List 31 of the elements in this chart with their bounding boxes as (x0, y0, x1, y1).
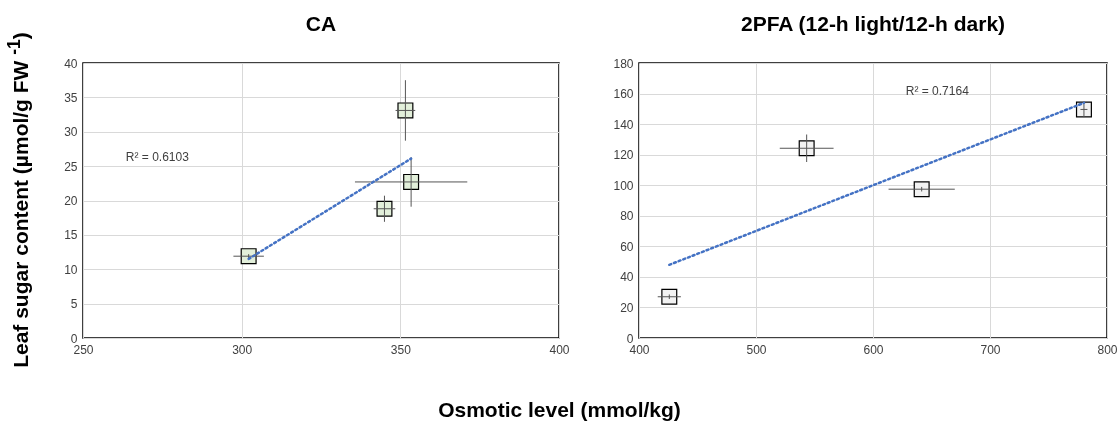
y-tick-label: 180 (613, 56, 634, 71)
x-tick-label: 600 (863, 342, 884, 357)
y-tick-label: 20 (64, 194, 78, 208)
point (661, 288, 678, 305)
y-tick-label: 35 (64, 90, 78, 105)
x-axis-title: Osmotic level (mmol/kg) (437, 398, 682, 422)
x-tick-label: 350 (390, 342, 412, 357)
y-tick-label: 100 (613, 178, 634, 193)
y-tick-label: 5 (70, 297, 78, 312)
y-tick-label: 80 (620, 209, 634, 224)
y-tick-label: 25 (64, 159, 78, 174)
x-tick-label: 400 (549, 342, 570, 357)
x-tick-label: 800 (1097, 342, 1118, 357)
annotation: R² = 0.7164 (905, 83, 970, 98)
y-tick-label: 30 (64, 125, 78, 140)
y-tick-label: 40 (620, 270, 634, 285)
y-tick-label: 60 (620, 239, 634, 254)
chart-title: 2PFA (12-h light/12-h dark) (740, 12, 1006, 35)
y-tick-label: 120 (613, 148, 634, 163)
y-tick-label: 15 (64, 228, 78, 243)
y-tick-label: 10 (64, 262, 78, 277)
y-tick-label: 20 (620, 300, 634, 315)
chart-title: CA (305, 12, 337, 35)
y-tick-label: 40 (64, 56, 78, 71)
y-tick-label: 140 (613, 117, 634, 132)
y-tick-label: 160 (613, 87, 634, 102)
x-tick-label: 300 (232, 342, 253, 357)
x-tick-label: 500 (746, 342, 767, 357)
annotation: R² = 0.6103 (125, 149, 190, 164)
point (913, 181, 930, 198)
x-tick-label: 700 (980, 342, 1001, 357)
